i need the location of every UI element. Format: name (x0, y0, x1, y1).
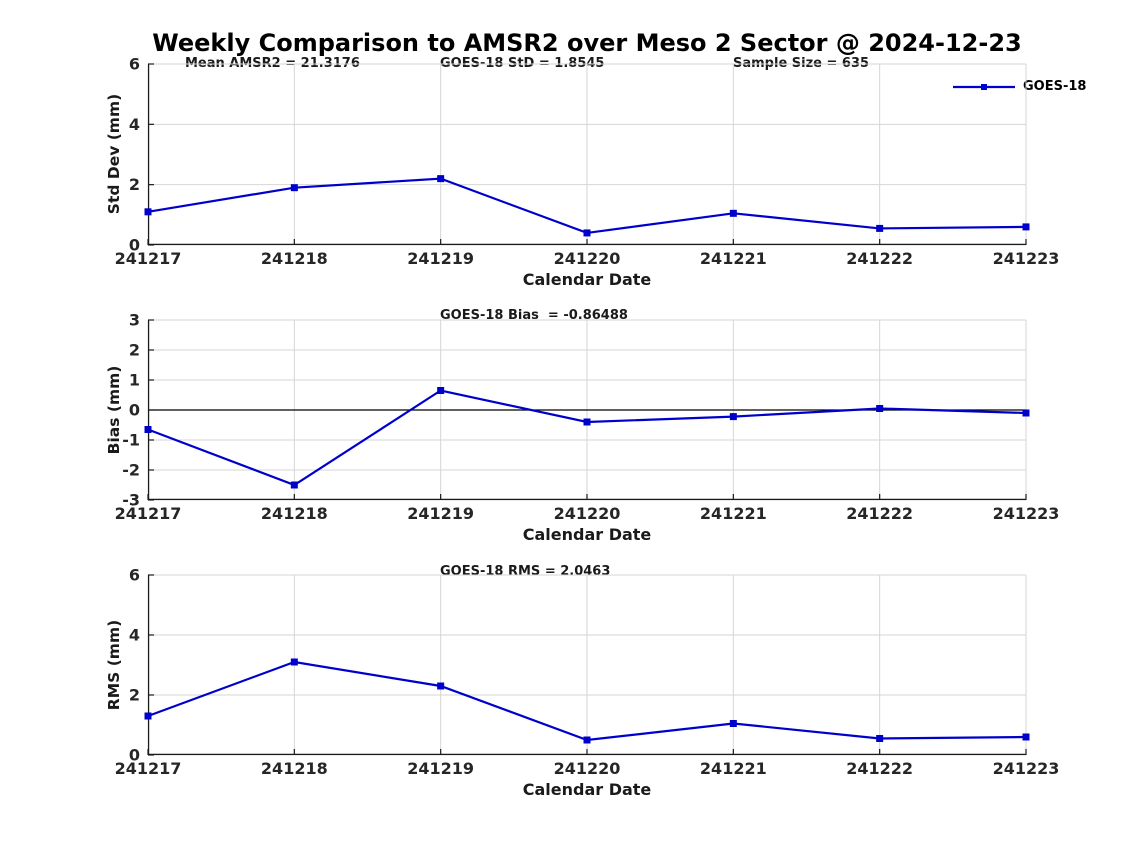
svg-text:241217: 241217 (115, 759, 182, 778)
annotation-goes18-bias: GOES-18 Bias = -0.86488 (440, 308, 628, 323)
svg-text:241219: 241219 (407, 249, 474, 268)
legend-marker-icon (981, 83, 987, 90)
figure-title: Weekly Comparison to AMSR2 over Meso 2 S… (152, 29, 1022, 57)
svg-text:1: 1 (129, 371, 140, 390)
svg-text:241222: 241222 (846, 504, 913, 523)
legend: GOES-18 (953, 79, 1086, 94)
y-axis-label-rms: RMS (mm) (105, 619, 123, 711)
svg-text:241218: 241218 (261, 504, 328, 523)
svg-text:241221: 241221 (700, 249, 767, 268)
svg-text:241223: 241223 (993, 504, 1060, 523)
x-axis-label-calendar-date-2: Calendar Date (522, 525, 652, 544)
svg-text:6: 6 (129, 566, 140, 585)
svg-text:241219: 241219 (407, 504, 474, 523)
svg-text:3: 3 (129, 311, 140, 330)
svg-text:-2: -2 (122, 461, 140, 480)
svg-text:241223: 241223 (993, 249, 1060, 268)
x-axis-label-calendar-date-3: Calendar Date (522, 780, 652, 799)
svg-text:241219: 241219 (407, 759, 474, 778)
svg-text:241223: 241223 (993, 759, 1060, 778)
svg-text:241222: 241222 (846, 249, 913, 268)
std-dev-plot-canvas: 241217 241218 241219 241220 241221 241222 2412… (115, 55, 1060, 269)
svg-text:241218: 241218 (261, 759, 328, 778)
svg-text:241221: 241221 (700, 759, 767, 778)
svg-text:0: 0 (129, 746, 140, 765)
svg-text:241220: 241220 (554, 504, 621, 523)
svg-text:2: 2 (129, 686, 140, 705)
legend-line-sample-icon (953, 83, 1015, 90)
svg-text:2: 2 (129, 175, 140, 194)
rms-plot-canvas: 241217 241218 241219 241220 241221 241222 2412… (115, 566, 1060, 779)
svg-text:4: 4 (129, 626, 140, 645)
svg-text:4: 4 (129, 115, 140, 134)
x-axis-label-calendar-date-1: Calendar Date (522, 270, 652, 289)
svg-text:241220: 241220 (554, 759, 621, 778)
svg-text:6: 6 (129, 55, 140, 74)
svg-text:241221: 241221 (700, 504, 767, 523)
svg-text:241220: 241220 (554, 249, 621, 268)
bias-plot-canvas: 241217 241218 241219 241220 241221 241222 2412… (115, 311, 1060, 524)
svg-text:-1: -1 (122, 431, 140, 450)
svg-text:241222: 241222 (846, 759, 913, 778)
svg-text:0: 0 (129, 236, 140, 255)
svg-text:-3: -3 (122, 491, 140, 510)
y-axis-label-std-dev: Std Dev (mm) (105, 93, 123, 215)
svg-text:0: 0 (129, 401, 140, 420)
svg-text:2: 2 (129, 341, 140, 360)
svg-text:241217: 241217 (115, 504, 182, 523)
y-axis-label-bias: Bias (mm) (105, 365, 123, 455)
svg-text:241218: 241218 (261, 249, 328, 268)
legend-label: GOES-18 (1023, 79, 1087, 94)
svg-text:241217: 241217 (115, 249, 182, 268)
